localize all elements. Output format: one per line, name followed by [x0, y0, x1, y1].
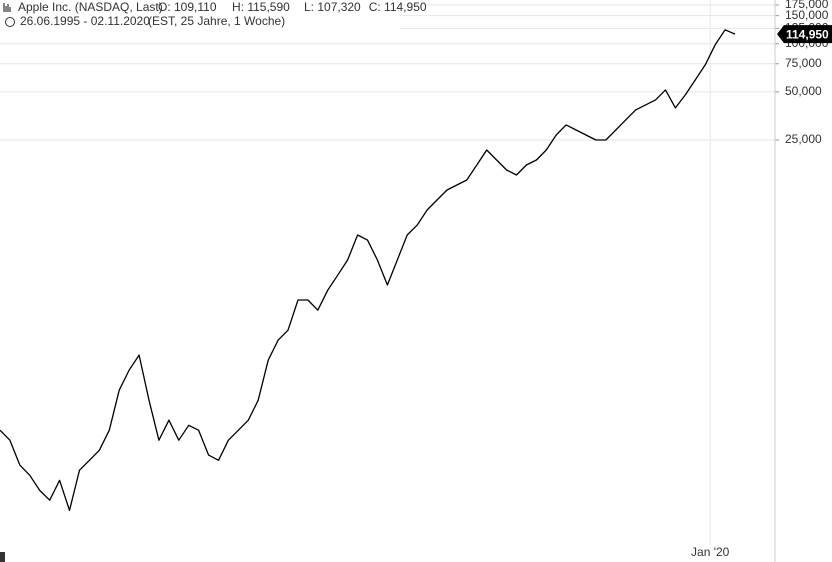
- y-tick-label: 25,000: [785, 132, 822, 146]
- y-tick-label: 175,000: [785, 0, 829, 11]
- y-tick-label: 150,000: [785, 8, 829, 22]
- ohlc-close: C: 114,950: [369, 0, 427, 14]
- header-bg: [0, 0, 400, 30]
- clock-icon: [5, 17, 15, 27]
- scroll-handle[interactable]: [0, 552, 5, 562]
- last-price-box: [777, 25, 832, 44]
- date-range: 26.06.1995 - 02.11.2020: [20, 14, 150, 28]
- y-tick-label: 50,000: [785, 84, 822, 98]
- ohlc-open: O: 109,110: [158, 0, 217, 14]
- x-tick-label: Jan '20: [691, 545, 730, 559]
- ohlc-high: H: 115,590: [232, 0, 290, 14]
- last-price-label: 114,950: [786, 27, 829, 41]
- price-line: [0, 29, 736, 512]
- chart-title: Apple Inc. (NASDAQ, Last): [18, 0, 163, 14]
- y-tick-label: 75,000: [785, 56, 822, 70]
- chart-icon: [3, 3, 11, 12]
- ohlc-low: L: 107,320: [304, 0, 361, 14]
- range-note: (EST, 25 Jahre, 1 Woche): [148, 14, 285, 28]
